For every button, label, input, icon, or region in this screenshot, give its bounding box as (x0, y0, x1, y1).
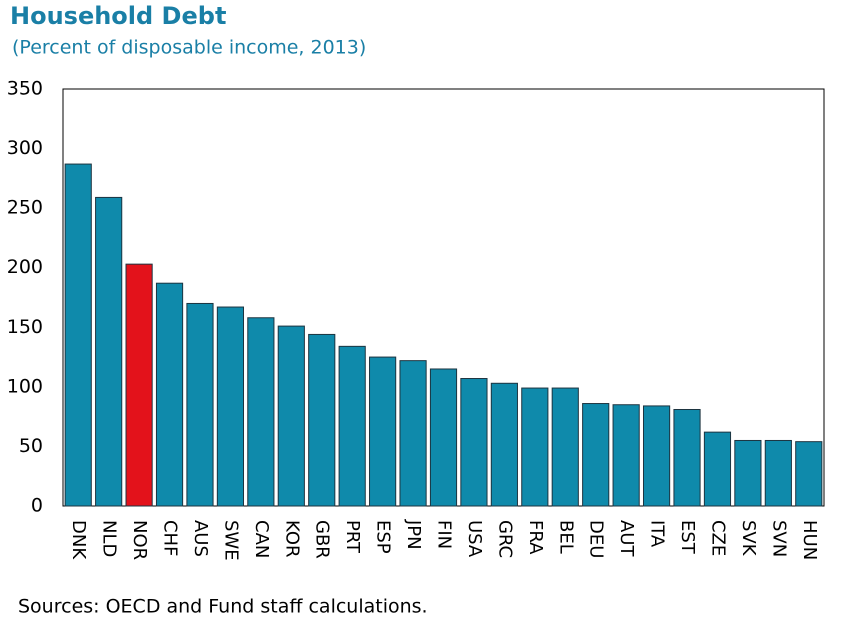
x-tick-label: AUS (190, 520, 211, 557)
x-tick-label: CZE (707, 520, 728, 556)
bar (582, 403, 610, 507)
bar (795, 441, 823, 507)
bar (612, 404, 640, 507)
x-tick-label: DNK (68, 520, 89, 560)
bar (277, 325, 305, 507)
bar (460, 378, 488, 507)
bar (155, 282, 184, 507)
source-note: Sources: OECD and Fund staff calculation… (18, 596, 428, 618)
x-tick-label: ESP (373, 520, 394, 554)
bar (308, 333, 336, 507)
x-tick-label: PRT (342, 520, 363, 554)
x-tick-label: KOR (281, 520, 302, 558)
y-tick-label: 350 (7, 78, 43, 100)
bar (186, 302, 214, 507)
y-tick-label: 0 (31, 495, 43, 517)
y-tick-label: 300 (7, 137, 43, 159)
bar (247, 317, 275, 507)
x-tick-label: SWE (220, 520, 241, 561)
bar (399, 360, 427, 507)
y-tick-label: 50 (19, 435, 43, 457)
x-tick-label: FIN (434, 520, 455, 549)
bar (673, 408, 701, 507)
chart-title: Household Debt (10, 2, 226, 30)
x-tick-label: ITA (647, 520, 668, 548)
bar (338, 345, 366, 507)
chart-subtitle: (Percent of disposable income, 2013) (12, 37, 366, 59)
bar (429, 368, 458, 507)
x-tick-label: CHF (160, 520, 181, 556)
x-tick-label: EST (677, 520, 698, 555)
y-tick-label: 100 (7, 375, 43, 397)
x-tick-label: FRA (525, 520, 546, 555)
bar (642, 405, 671, 507)
y-tick-label: 200 (7, 256, 43, 278)
bar (734, 439, 762, 507)
x-tick-label: NOR (129, 520, 150, 560)
bar (125, 263, 153, 507)
y-tick-label: 150 (7, 316, 43, 338)
x-tick-label: DEU (586, 520, 607, 558)
x-tick-label: NLD (99, 520, 120, 557)
bar (216, 306, 245, 507)
bar (490, 382, 518, 507)
bar (369, 356, 397, 507)
bar (521, 387, 549, 507)
x-tick-label: HUN (799, 520, 820, 560)
x-tick-label: GBR (312, 520, 333, 559)
x-tick-label: GRC (494, 520, 515, 558)
x-tick-label: BEL (555, 520, 576, 554)
bar (64, 163, 92, 507)
bar (551, 387, 579, 507)
x-tick-label: CAN (251, 520, 272, 558)
bar (95, 196, 123, 507)
x-tick-label: AUT (616, 520, 637, 557)
x-tick-label: JPN (403, 519, 424, 550)
x-tick-label: USA (464, 520, 485, 558)
x-tick-label: SVN (768, 520, 789, 557)
y-tick-label: 250 (7, 197, 43, 219)
bar (764, 439, 792, 507)
x-tick-label: SVK (738, 520, 759, 557)
bar (703, 431, 732, 507)
